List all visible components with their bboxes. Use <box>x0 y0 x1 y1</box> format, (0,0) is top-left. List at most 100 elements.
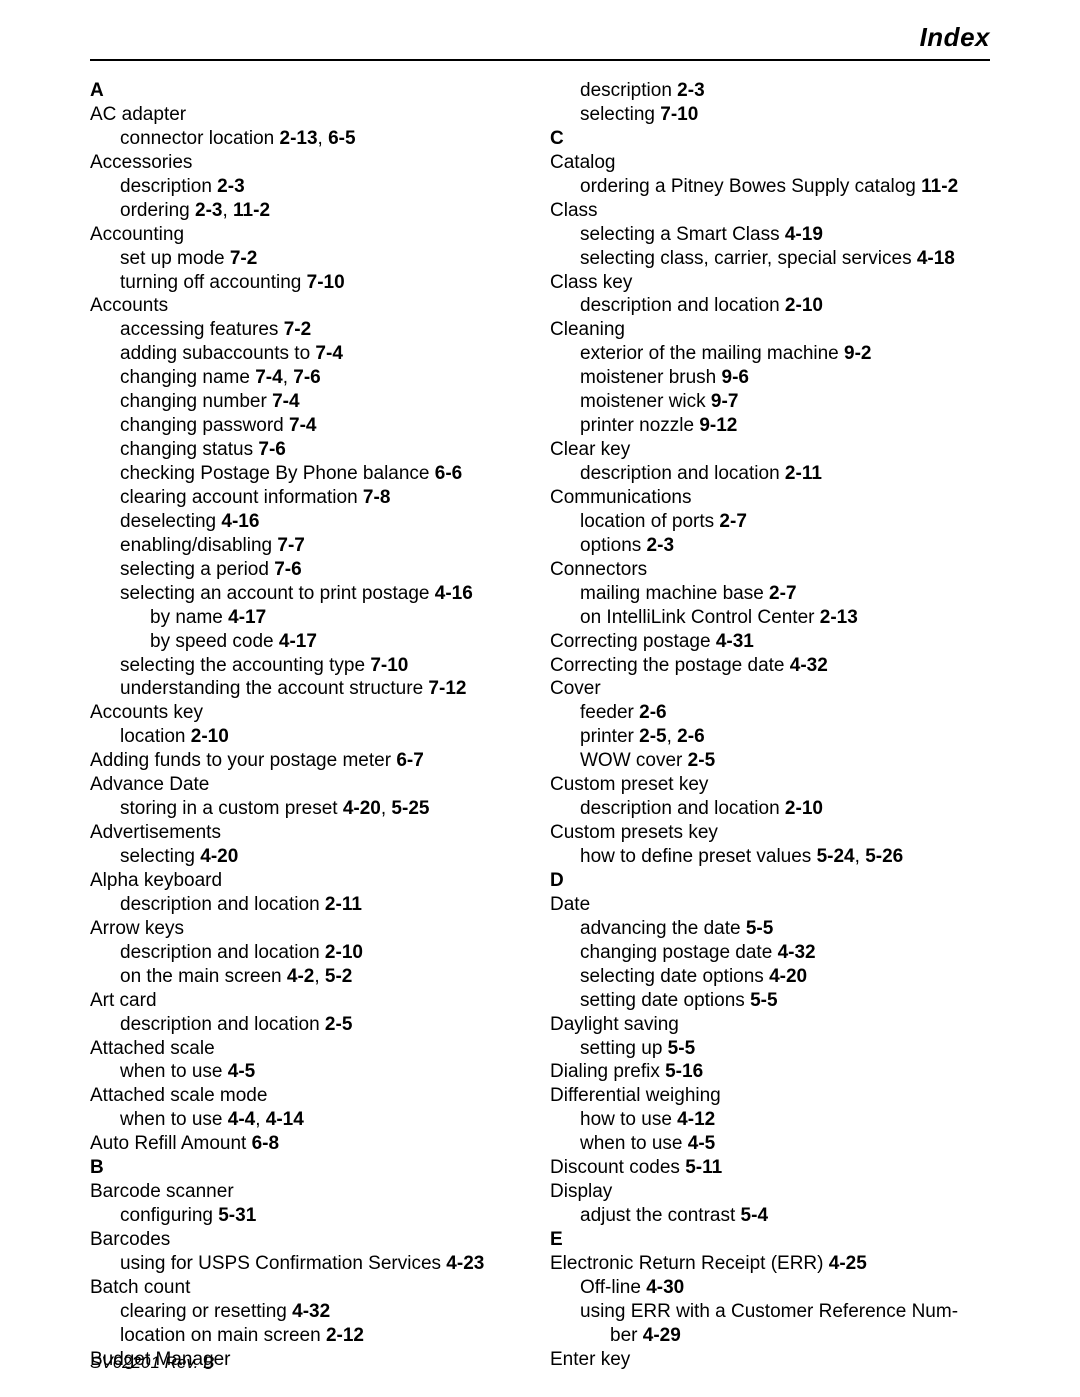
index-entry-text: Accounts <box>90 295 168 316</box>
index-entry: Custom preset key <box>550 773 990 797</box>
index-entry: moistener brush 9-6 <box>550 366 990 390</box>
index-entry: setting up 5-5 <box>550 1037 990 1061</box>
index-entry: using ERR with a Customer Reference Num- <box>550 1300 990 1324</box>
index-page-ref: 5-25 <box>391 798 429 819</box>
index-entry-text: deselecting <box>120 511 221 532</box>
index-entry-text: Accounting <box>90 224 184 245</box>
index-entry-text: Class <box>550 200 598 221</box>
index-entry: description and location 2-10 <box>90 941 530 965</box>
index-page-ref: 7-4 <box>255 367 282 388</box>
index-entry-text: description and location <box>580 463 785 484</box>
index-entry-text: accessing features <box>120 319 284 340</box>
index-page-ref: 2-13 <box>820 607 858 628</box>
index-entry: D <box>550 869 990 893</box>
index-entry-text: storing in a custom preset <box>120 798 343 819</box>
index-entry-text: Auto Refill Amount <box>90 1133 252 1154</box>
index-entry-text: moistener brush <box>580 367 722 388</box>
index-entry: Dialing prefix 5-16 <box>550 1060 990 1084</box>
index-entry: clearing or resetting 4-32 <box>90 1300 530 1324</box>
index-entry-text: by speed code <box>150 631 279 652</box>
index-page-ref: 7-10 <box>307 272 345 293</box>
index-entry: Alpha keyboard <box>90 869 530 893</box>
index-entry-text: clearing or resetting <box>120 1301 292 1322</box>
index-entry: setting date options 5-5 <box>550 989 990 1013</box>
index-page-ref: 6-7 <box>396 750 423 771</box>
index-page-ref: 2-6 <box>639 702 666 723</box>
index-entry: Communications <box>550 486 990 510</box>
index-page-ref: 4-18 <box>917 248 955 269</box>
index-entry: moistener wick 9-7 <box>550 390 990 414</box>
index-entry: Correcting postage 4-31 <box>550 630 990 654</box>
index-entry: AC adapter <box>90 103 530 127</box>
title-bar: Index <box>90 22 990 61</box>
index-entry-text: options <box>580 535 647 556</box>
index-page-ref: 7-8 <box>363 487 390 508</box>
page-title: Index <box>90 22 990 53</box>
index-entry: Accounts <box>90 294 530 318</box>
index-page-ref: 2-10 <box>191 726 229 747</box>
index-entry: description 2-3 <box>550 79 990 103</box>
index-entry: Adding funds to your postage meter 6-7 <box>90 749 530 773</box>
index-entry-text: E <box>550 1229 563 1250</box>
index-entry: WOW cover 2-5 <box>550 749 990 773</box>
index-entry: printer nozzle 9-12 <box>550 414 990 438</box>
index-page-ref: 2-10 <box>325 942 363 963</box>
index-page-ref: 7-4 <box>289 415 316 436</box>
index-page-ref: 5-26 <box>865 846 903 867</box>
index-page-ref: 7-6 <box>293 367 320 388</box>
index-entry: changing number 7-4 <box>90 390 530 414</box>
index-entry-text: Batch count <box>90 1277 190 1298</box>
index-entry-text: selecting <box>120 846 200 867</box>
index-entry-text: selecting the accounting type <box>120 655 370 676</box>
index-page-ref: 4-12 <box>677 1109 715 1130</box>
index-entry: description 2-3 <box>90 175 530 199</box>
index-entry: description and location 2-11 <box>90 893 530 917</box>
index-entry: Advertisements <box>90 821 530 845</box>
index-entry: selecting an account to print postage 4-… <box>90 582 530 606</box>
index-entry-text: checking Postage By Phone balance <box>120 463 435 484</box>
index-entry: selecting a period 7-6 <box>90 558 530 582</box>
index-entry: Display <box>550 1180 990 1204</box>
index-entry-text: ordering <box>120 200 195 221</box>
index-page-ref: 9-6 <box>722 367 749 388</box>
index-entry-text: exterior of the mailing machine <box>580 343 844 364</box>
index-entry-text: Connectors <box>550 559 647 580</box>
index-page-ref: 5-16 <box>665 1061 703 1082</box>
index-entry: Class key <box>550 271 990 295</box>
index-entry-text: by name <box>150 607 228 628</box>
index-entry: by name 4-17 <box>90 606 530 630</box>
index-entry: by speed code 4-17 <box>90 630 530 654</box>
index-entry-text: Catalog <box>550 152 616 173</box>
index-entry-text: changing status <box>120 439 258 460</box>
index-entry-text: Arrow keys <box>90 918 184 939</box>
index-entry-text: changing number <box>120 391 272 412</box>
index-separator: , <box>222 200 233 221</box>
index-entry: Date <box>550 893 990 917</box>
index-page-ref: 2-3 <box>217 176 244 197</box>
index-entry: Correcting the postage date 4-32 <box>550 654 990 678</box>
index-entry-text: on the main screen <box>120 966 287 987</box>
index-entry: Catalog <box>550 151 990 175</box>
index-entry: selecting 7-10 <box>550 103 990 127</box>
index-entry: mailing machine base 2-7 <box>550 582 990 606</box>
index-page-ref: 5-5 <box>746 918 773 939</box>
index-entry-text: description <box>120 176 217 197</box>
index-entry-text: changing postage date <box>580 942 778 963</box>
index-entry: Barcode scanner <box>90 1180 530 1204</box>
index-entry-text: selecting a Smart Class <box>580 224 785 245</box>
index-entry: Off-line 4-30 <box>550 1276 990 1300</box>
index-page-ref: 7-4 <box>272 391 299 412</box>
index-entry: options 2-3 <box>550 534 990 558</box>
index-page-ref: 9-12 <box>699 415 737 436</box>
index-entry-text: Advance Date <box>90 774 209 795</box>
index-entry-text: Enter key <box>550 1349 630 1370</box>
index-entry: Electronic Return Receipt (ERR) 4-25 <box>550 1252 990 1276</box>
index-entry: Accounting <box>90 223 530 247</box>
index-page-ref: 4-5 <box>688 1133 715 1154</box>
index-page-ref: 4-19 <box>785 224 823 245</box>
index-page-ref: 4-5 <box>228 1061 255 1082</box>
index-entry: Daylight saving <box>550 1013 990 1037</box>
index-entry: understanding the account structure 7-12 <box>90 677 530 701</box>
index-page-ref: 4-2 <box>287 966 314 987</box>
index-entry-text: Daylight saving <box>550 1014 679 1035</box>
